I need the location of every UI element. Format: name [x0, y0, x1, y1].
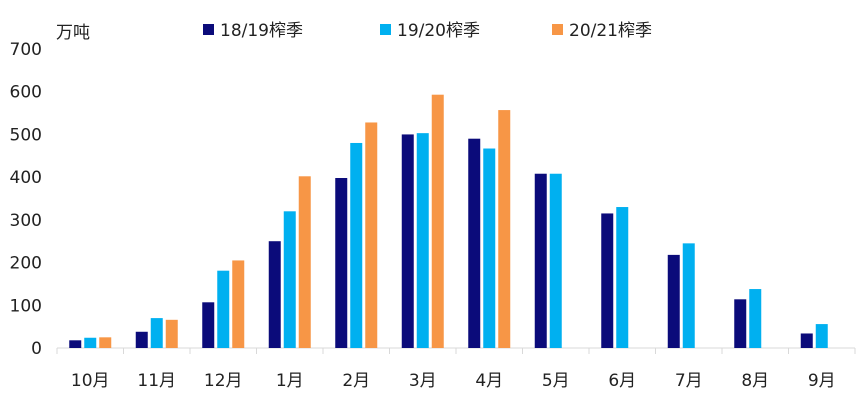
bar — [468, 138, 481, 348]
legend-item: 19/20榨季 — [380, 21, 480, 41]
y-tick-label: 200 — [10, 254, 42, 274]
legend-swatch — [380, 24, 391, 35]
x-tick-label: 11月 — [137, 371, 176, 391]
bar — [232, 260, 245, 348]
x-tick-label: 7月 — [675, 371, 703, 391]
x-tick-label: 4月 — [475, 371, 503, 391]
bar — [298, 176, 311, 348]
bar — [483, 148, 496, 348]
y-tick-label: 700 — [10, 40, 42, 60]
bar — [401, 134, 414, 348]
x-tick-label: 2月 — [342, 371, 370, 391]
bar — [416, 133, 429, 348]
bar — [150, 318, 163, 348]
x-tick-label: 10月 — [71, 371, 110, 391]
x-tick-label: 5月 — [542, 371, 570, 391]
y-tick-label: 100 — [10, 296, 42, 316]
bars — [69, 94, 828, 348]
bar — [534, 173, 547, 348]
bar — [335, 178, 348, 348]
bar — [217, 270, 230, 348]
bar — [165, 319, 178, 348]
legend-label: 18/19榨季 — [220, 21, 303, 41]
y-tick-label: 300 — [10, 211, 42, 231]
bar — [815, 324, 828, 348]
bar — [682, 243, 695, 348]
bar — [498, 110, 511, 348]
bar — [69, 340, 82, 348]
legend-swatch — [552, 24, 563, 35]
x-tick-label: 9月 — [808, 371, 836, 391]
x-axis: 10月 11月 12月 1月 2月 3月 4月 5月 6月 7月 8月 9月 — [56, 347, 856, 391]
legend-swatch — [203, 24, 214, 35]
y-tick-label: 0 — [31, 339, 42, 359]
bar — [601, 213, 614, 348]
bar — [616, 207, 629, 348]
legend-label: 19/20榨季 — [397, 21, 480, 41]
bar — [667, 254, 680, 348]
bar — [350, 142, 363, 348]
bar — [749, 289, 762, 348]
x-tick-label: 6月 — [608, 371, 636, 391]
bar — [135, 331, 148, 348]
x-tick-label: 1月 — [276, 371, 304, 391]
legend-item: 18/19榨季 — [203, 21, 303, 41]
y-tick-label: 600 — [10, 83, 42, 103]
bar — [734, 299, 747, 348]
y-axis: 万吨 0 100 200 300 400 500 600 700 — [10, 23, 90, 359]
x-tick-label: 3月 — [409, 371, 437, 391]
bar — [800, 333, 813, 348]
bar — [268, 241, 281, 348]
bar — [84, 337, 97, 348]
bar — [431, 94, 444, 348]
x-tick-label: 12月 — [204, 371, 243, 391]
x-tick-label: 8月 — [741, 371, 769, 391]
bar — [99, 337, 112, 348]
bar — [283, 211, 296, 348]
legend-item: 20/21榨季 — [552, 21, 652, 41]
bar — [202, 302, 215, 348]
y-axis-unit-label: 万吨 — [56, 23, 90, 43]
y-tick-label: 500 — [10, 125, 42, 145]
legend-label: 20/21榨季 — [569, 21, 652, 41]
legend: 18/19榨季 19/20榨季 20/21榨季 — [203, 21, 652, 41]
bar — [365, 122, 378, 348]
bar — [549, 173, 562, 348]
y-tick-label: 400 — [10, 168, 42, 188]
